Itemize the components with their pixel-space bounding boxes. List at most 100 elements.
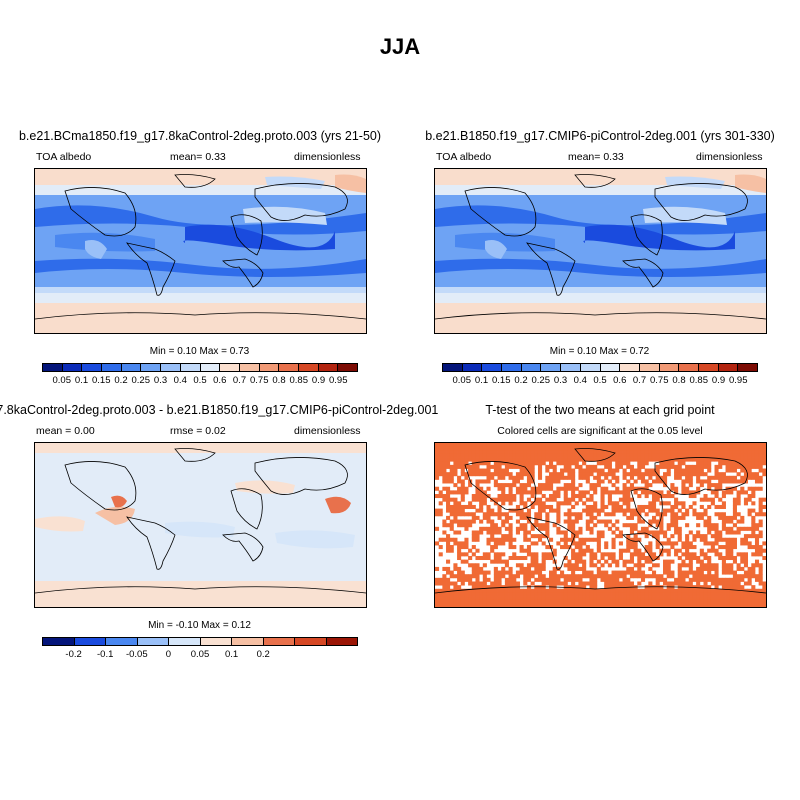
significant-cell	[493, 559, 498, 564]
significant-cell	[718, 457, 723, 462]
significant-cell	[718, 599, 723, 604]
significant-cell	[670, 545, 675, 550]
significant-cell	[519, 483, 524, 488]
significant-cell	[607, 519, 612, 524]
significant-cell	[541, 563, 546, 568]
significant-cell	[622, 501, 627, 506]
significant-cell	[754, 603, 760, 607]
significant-cell	[545, 479, 550, 484]
significant-cell	[629, 559, 634, 564]
colorbar-swatch	[220, 364, 240, 371]
significant-cell	[515, 450, 520, 455]
significant-cell	[534, 501, 539, 506]
significant-cell	[718, 486, 723, 491]
significant-cell	[585, 603, 590, 607]
significant-cell	[471, 570, 476, 575]
significant-cell	[692, 545, 697, 550]
significant-cell	[512, 461, 517, 466]
significant-cell	[571, 483, 576, 488]
significant-cell	[486, 596, 491, 601]
significant-cell	[537, 577, 543, 582]
significant-cell	[718, 530, 723, 535]
significant-cell	[607, 490, 612, 495]
significant-cell	[655, 508, 660, 513]
significant-cell	[596, 566, 601, 571]
significant-cell	[618, 574, 623, 579]
significant-cell	[611, 508, 616, 513]
significant-cell	[633, 490, 638, 495]
significant-cell	[663, 483, 668, 488]
significant-cell	[460, 508, 465, 513]
significant-cell	[736, 603, 741, 607]
significant-cell	[541, 577, 546, 582]
significant-cell	[545, 577, 550, 582]
significant-cell	[486, 464, 491, 469]
significant-cell	[677, 566, 682, 571]
significant-cell	[490, 508, 495, 513]
significant-cell	[640, 504, 646, 509]
significant-cell	[703, 523, 708, 528]
significant-cell	[663, 577, 668, 582]
significant-cell	[604, 585, 609, 590]
significant-cell	[552, 603, 557, 607]
significant-cell	[578, 494, 583, 499]
significant-cell	[574, 585, 579, 590]
significant-cell	[515, 588, 520, 593]
significant-cell	[515, 599, 520, 604]
significant-cell	[519, 443, 524, 448]
significant-cell	[596, 479, 601, 484]
significant-cell	[677, 537, 682, 542]
significant-cell	[622, 508, 627, 513]
significant-cell	[655, 519, 660, 524]
significant-cell	[442, 446, 447, 451]
significant-cell	[666, 570, 671, 575]
significant-cell	[677, 457, 682, 462]
significant-cell	[743, 541, 749, 546]
significant-cell	[729, 461, 734, 466]
significant-cell	[758, 545, 763, 550]
significant-cell	[471, 515, 476, 520]
significant-cell	[453, 530, 458, 535]
significant-cell	[732, 570, 737, 575]
significant-cell	[622, 490, 627, 495]
colorbar-swatch	[738, 364, 757, 371]
significant-cell	[655, 603, 660, 607]
colorbar-tick-label: 0.75	[250, 375, 269, 386]
significant-cell	[556, 603, 561, 607]
significant-cell	[552, 490, 557, 495]
significant-cell	[751, 534, 756, 539]
significant-cell	[640, 530, 646, 535]
significant-cell	[549, 497, 554, 502]
significant-cell	[696, 450, 701, 455]
significant-cell	[721, 461, 726, 466]
significant-cell	[725, 599, 730, 604]
significant-cell	[699, 534, 704, 539]
significant-cell	[530, 486, 535, 491]
significant-cell	[688, 504, 693, 509]
significant-cell	[571, 512, 576, 517]
significant-cell	[607, 501, 612, 506]
significant-cell	[743, 450, 749, 455]
significant-cell	[556, 453, 561, 458]
significant-cell	[604, 523, 609, 528]
colorbar-swatch	[580, 364, 601, 371]
significant-cell	[435, 577, 440, 582]
significant-cell	[479, 530, 484, 535]
significant-cell	[696, 512, 701, 517]
significant-cell	[574, 545, 579, 550]
significant-cell	[659, 548, 664, 553]
significant-cell	[736, 457, 741, 462]
significant-cell	[604, 443, 609, 448]
significant-cell	[582, 570, 587, 575]
significant-cell	[677, 581, 682, 586]
significant-cell	[604, 475, 609, 480]
significant-cell	[725, 443, 730, 448]
significant-cell	[515, 486, 520, 491]
significant-cell	[710, 534, 715, 539]
significant-cell	[611, 603, 616, 607]
significant-cell	[688, 464, 693, 469]
significant-cell	[442, 468, 447, 473]
significant-cell	[640, 443, 646, 448]
significant-cell	[501, 457, 506, 462]
significant-cell	[571, 519, 576, 524]
